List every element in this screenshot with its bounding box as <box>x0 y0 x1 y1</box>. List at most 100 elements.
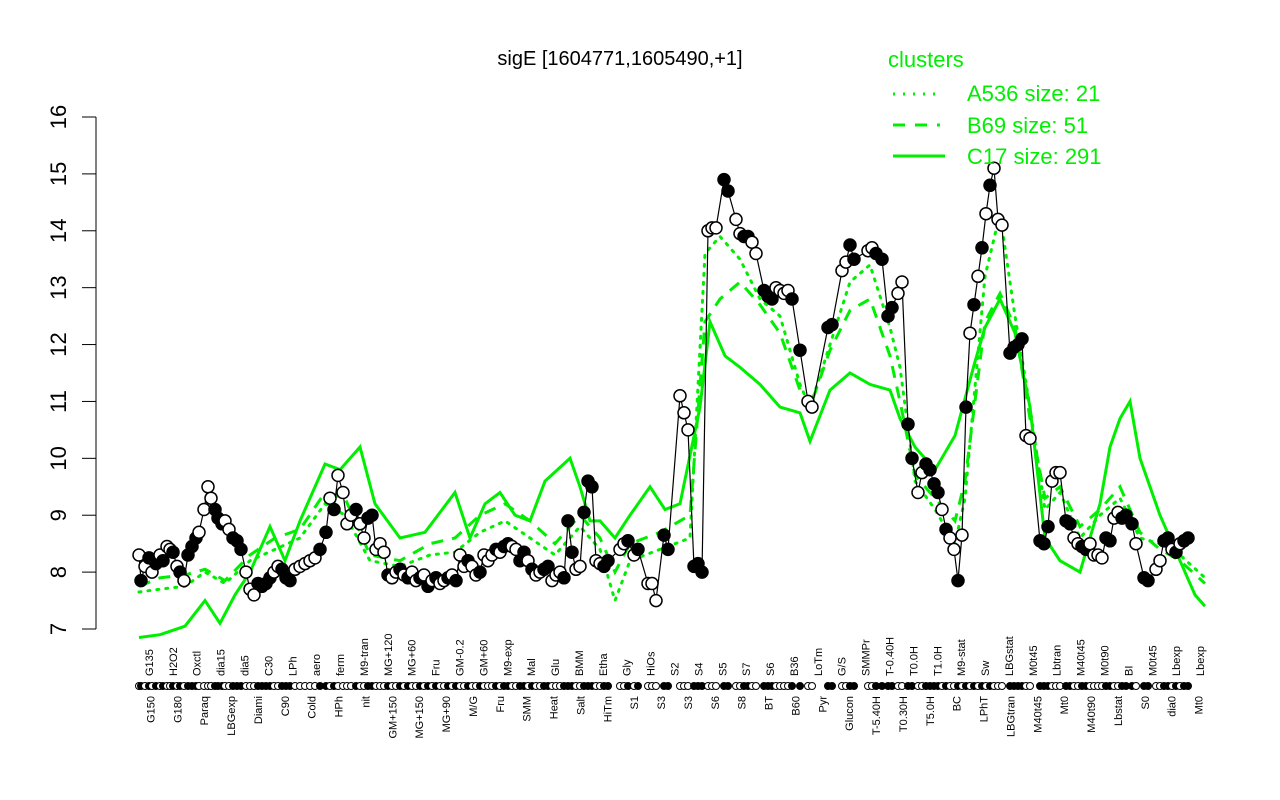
data-point <box>905 451 919 466</box>
x-axis-label: dia15 <box>216 649 228 676</box>
data-point <box>987 161 1001 175</box>
legend-entry-b69: B69 size: 51 <box>967 113 1088 138</box>
chart-title: sigE [1604771,1605490,+1] <box>497 48 742 70</box>
y-tick-label: 14 <box>46 219 71 243</box>
x-axis-label: Sw <box>980 661 992 676</box>
x-axis-label: Salt <box>575 696 587 715</box>
y-tick-label: 9 <box>46 509 71 521</box>
x-axis-labels: G135 H2O2 Oxctl dia15 dia5 C30 LPh aero ferm M9-t… <box>144 634 1207 739</box>
data-point <box>1161 531 1175 545</box>
data-point <box>649 593 663 608</box>
x-axis-label: C30 <box>263 656 275 676</box>
data-point <box>1095 551 1109 565</box>
x-axis-label: Mt0 <box>1194 696 1206 714</box>
data-point <box>709 221 723 235</box>
data-point <box>449 573 463 588</box>
x-axis-label: GM+60 <box>478 640 490 676</box>
data-point <box>951 573 965 588</box>
x-axis-label: S1 <box>629 696 641 709</box>
y-axis: 7 8 9 10 11 12 13 14 15 16 <box>46 105 97 635</box>
x-axis-label: HPh <box>334 696 346 717</box>
data-point <box>745 235 759 249</box>
y-tick-label: 10 <box>46 446 71 470</box>
data-point <box>1041 519 1055 534</box>
data-point <box>1023 431 1037 446</box>
x-axis-label: G150 <box>145 696 157 723</box>
x-axis-label: Lbtran <box>1052 645 1064 676</box>
data-point <box>1053 465 1067 480</box>
x-axis-label: BMM <box>574 650 586 676</box>
legend-entry-c17: C17 size: 291 <box>967 144 1102 169</box>
data-point <box>1083 536 1097 551</box>
data-point <box>577 505 591 520</box>
data-point <box>156 553 170 568</box>
data-point <box>673 389 687 403</box>
x-axis-label: Paraq <box>199 696 211 725</box>
x-axis-label: HiTm <box>602 696 614 722</box>
data-point <box>677 406 691 420</box>
data-point <box>971 269 985 284</box>
data-point <box>785 292 799 306</box>
data-point <box>943 531 957 545</box>
data-point <box>585 480 599 494</box>
x-axis-label: S2 <box>670 663 682 676</box>
y-tick-label: 12 <box>46 332 71 356</box>
data-point <box>995 218 1009 232</box>
data-point <box>975 241 989 255</box>
data-point <box>681 423 695 437</box>
x-axis-label: S8 <box>737 696 749 709</box>
data-point <box>657 528 671 542</box>
legend-entry-a536: A536 size: 21 <box>967 81 1100 106</box>
data-point <box>239 565 253 579</box>
x-axis-label: dia5 <box>240 655 252 676</box>
data-point <box>847 252 861 266</box>
data-point <box>357 531 371 545</box>
x-axis-label: T1.0H <box>932 646 944 676</box>
x-axis-label: Diami <box>253 696 265 724</box>
x-axis-label: M40t90 <box>1086 696 1098 733</box>
x-axis-label: S5 <box>717 663 729 676</box>
data-point <box>166 545 180 559</box>
cluster-line-solid <box>138 295 1207 639</box>
x-axis-label: G180 <box>172 696 184 723</box>
x-axis-label: B60 <box>790 696 802 716</box>
x-axis-label: dia0 <box>1167 696 1179 717</box>
data-point <box>947 542 961 557</box>
x-axis-label: Lbstat <box>1113 696 1125 726</box>
data-point <box>875 252 889 266</box>
data-point <box>601 553 615 568</box>
data-point <box>1103 534 1117 548</box>
data-point <box>891 286 905 301</box>
data-point <box>557 571 571 585</box>
data-point <box>201 480 215 494</box>
x-axis-label: SMM <box>522 696 534 722</box>
data-point <box>793 343 807 357</box>
data-point <box>1141 573 1155 588</box>
data-point <box>843 238 857 252</box>
data-point <box>955 528 969 542</box>
x-axis-label: T0.0H <box>908 646 920 676</box>
data-point <box>323 491 337 505</box>
data-point <box>805 400 819 414</box>
x-axis-label: B36 <box>789 656 801 676</box>
data-point <box>885 300 899 315</box>
x-axis-label: Fru <box>495 696 507 713</box>
data-point <box>895 275 909 289</box>
data-point <box>911 485 925 500</box>
data-point <box>1181 531 1195 545</box>
x-axis-label: LoTm <box>813 648 825 676</box>
x-axis-label: G/S <box>837 657 849 676</box>
data-point <box>134 573 148 588</box>
x-axis-label: ferm <box>335 654 347 676</box>
data-point <box>1153 553 1167 568</box>
x-axis-label: T0.30H <box>898 696 910 732</box>
data-point <box>825 317 839 332</box>
x-axis-label: T-5.40H <box>871 696 883 735</box>
y-tick-label: 13 <box>46 275 71 299</box>
data-point <box>661 542 675 557</box>
data-point <box>935 502 949 517</box>
data-point <box>177 573 191 588</box>
x-tick-markers <box>135 682 1192 690</box>
y-tick-label: 16 <box>46 105 71 129</box>
legend-title: clusters <box>888 47 964 72</box>
